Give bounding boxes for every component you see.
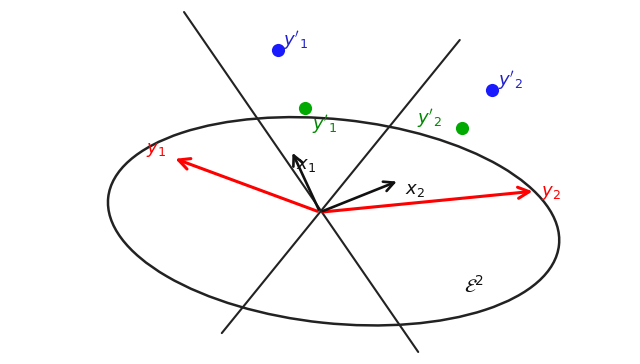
Text: $y_1$: $y_1$ <box>147 141 166 159</box>
Point <box>273 47 284 53</box>
Point <box>300 105 310 111</box>
Text: $\mathcal{E}^2$: $\mathcal{E}^2$ <box>463 274 484 296</box>
Point <box>457 125 467 131</box>
Point <box>487 87 497 93</box>
Text: $x_2$: $x_2$ <box>405 181 425 199</box>
Text: $y'_1$: $y'_1$ <box>283 29 308 52</box>
Text: $y'_1$: $y'_1$ <box>312 112 337 136</box>
Text: $y'_2$: $y'_2$ <box>417 107 442 130</box>
Text: $x_1$: $x_1$ <box>296 156 316 174</box>
Text: $y_2$: $y_2$ <box>541 183 561 202</box>
Text: $y'_2$: $y'_2$ <box>499 69 523 92</box>
